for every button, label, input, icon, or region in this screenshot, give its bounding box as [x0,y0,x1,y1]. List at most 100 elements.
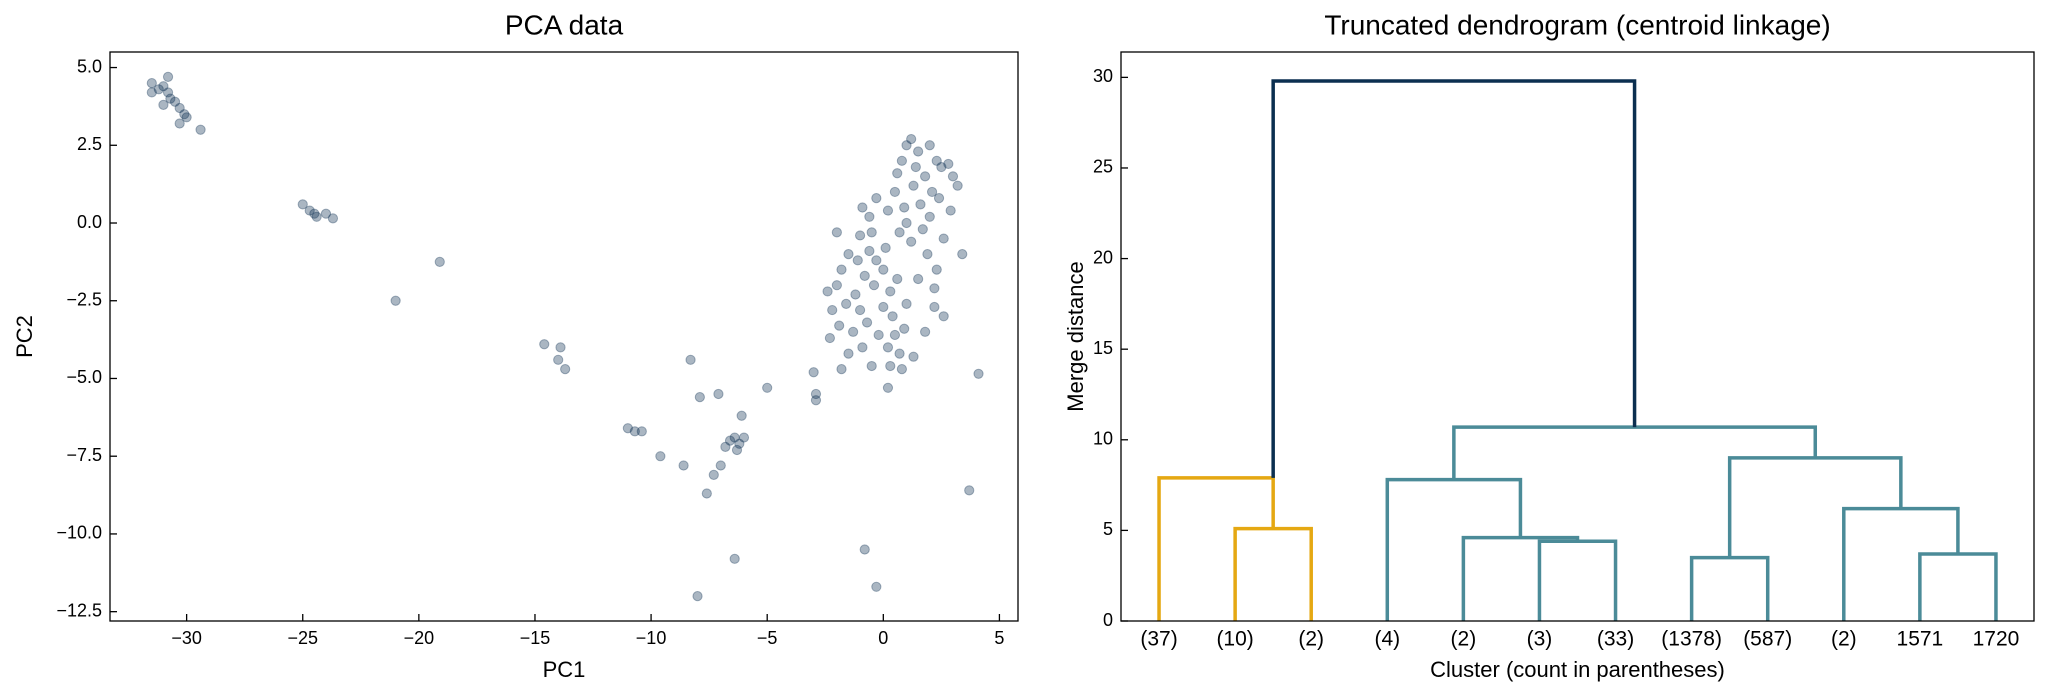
point [843,249,854,260]
point [146,87,157,98]
y-tick-label: 30 [1093,66,1113,86]
point [836,364,847,375]
point [153,84,164,95]
y-tick-label: 5.0 [77,56,102,76]
y-tick-label: 2.5 [77,134,102,154]
dendrogram-link [1452,425,1818,480]
point [938,233,949,244]
point [901,298,912,309]
point [894,227,905,238]
point [560,364,571,375]
point [822,286,833,297]
point [841,298,852,309]
leaf-label: (10) [1216,628,1253,651]
point [836,264,847,275]
point [729,432,740,443]
point [824,332,835,344]
point [622,423,633,434]
leaf-label: (587) [1743,628,1792,651]
point [920,326,931,337]
point [181,112,192,123]
point [938,311,949,322]
point [678,460,689,471]
point [901,217,912,229]
leaf-label: 1720 [1973,628,2020,651]
point [158,81,169,92]
point [878,301,889,313]
point [629,426,640,437]
leaf-label: (2) [1831,628,1857,651]
x-tick-label: −10 [636,628,667,648]
leaf-label: (33) [1597,628,1634,651]
point [738,432,750,443]
point [964,485,975,496]
point [931,155,942,166]
point [871,581,882,592]
point [162,87,174,98]
point [857,342,868,353]
point [882,382,894,393]
dendrogram-link [1537,539,1618,621]
point [850,289,861,300]
point [913,146,924,157]
point [892,168,903,179]
y-tick-label: −2.5 [66,289,102,309]
x-tick-label: 0 [878,628,888,648]
point [896,364,907,375]
x-axis-label: Cluster (count in parentheses) [1430,657,1725,682]
point [933,193,945,204]
point [854,230,866,241]
point [915,199,926,210]
point [885,286,896,297]
point [724,435,736,446]
point [924,211,935,222]
point [908,351,919,362]
leaf-label: 1571 [1897,628,1944,651]
y-tick-label: 15 [1093,338,1113,358]
point [885,360,896,372]
point [894,348,905,359]
point [866,227,877,238]
point [864,211,875,222]
x-tick-label: 5 [994,628,1004,648]
x-tick-label: −25 [287,628,318,648]
point [859,544,870,555]
chart-title: Truncated dendrogram (centroid linkage) [1324,9,1830,40]
point [889,186,901,198]
point [701,488,712,499]
point [713,388,724,400]
x-axis-label: PC1 [543,657,586,682]
x-tick-label: −30 [171,628,202,648]
dendrogram-link [1461,535,1580,621]
point [889,329,901,341]
point [195,124,206,135]
point [857,202,868,213]
point [692,591,703,602]
point [945,205,956,216]
y-tick-label: −12.5 [56,600,102,620]
point [926,186,938,198]
leaf-label: (4) [1374,628,1400,651]
y-tick-label: 5 [1103,519,1113,539]
y-tick-label: 25 [1093,157,1113,177]
point [843,348,854,359]
dendrogram-link [1918,552,1998,621]
leaf-label: (37) [1140,628,1177,651]
point [729,553,740,564]
point [539,339,550,350]
point [848,326,859,337]
point [854,304,866,316]
point [694,392,705,403]
y-tick-label: −7.5 [66,445,102,465]
point [736,410,747,421]
point [810,388,822,400]
point [852,255,863,266]
point [162,71,174,82]
point [720,441,731,452]
point [861,317,873,328]
point [931,264,942,275]
point [943,158,954,170]
point [146,77,157,89]
y-tick-label: −5.0 [66,367,102,387]
dendrogram-link [1157,476,1275,621]
